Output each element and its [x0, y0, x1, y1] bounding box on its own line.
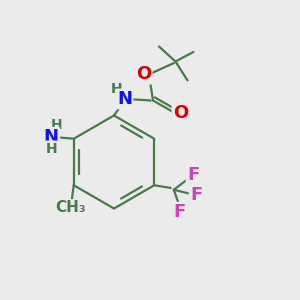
- Text: N: N: [44, 128, 59, 146]
- Text: N: N: [117, 90, 132, 108]
- Text: H: H: [51, 118, 62, 132]
- Text: F: F: [190, 186, 202, 204]
- Text: O: O: [136, 65, 151, 83]
- Text: O: O: [173, 103, 188, 122]
- Text: CH₃: CH₃: [56, 200, 86, 215]
- Text: F: F: [187, 166, 200, 184]
- Text: F: F: [174, 203, 186, 221]
- Text: H: H: [111, 82, 123, 96]
- Text: H: H: [45, 142, 57, 156]
